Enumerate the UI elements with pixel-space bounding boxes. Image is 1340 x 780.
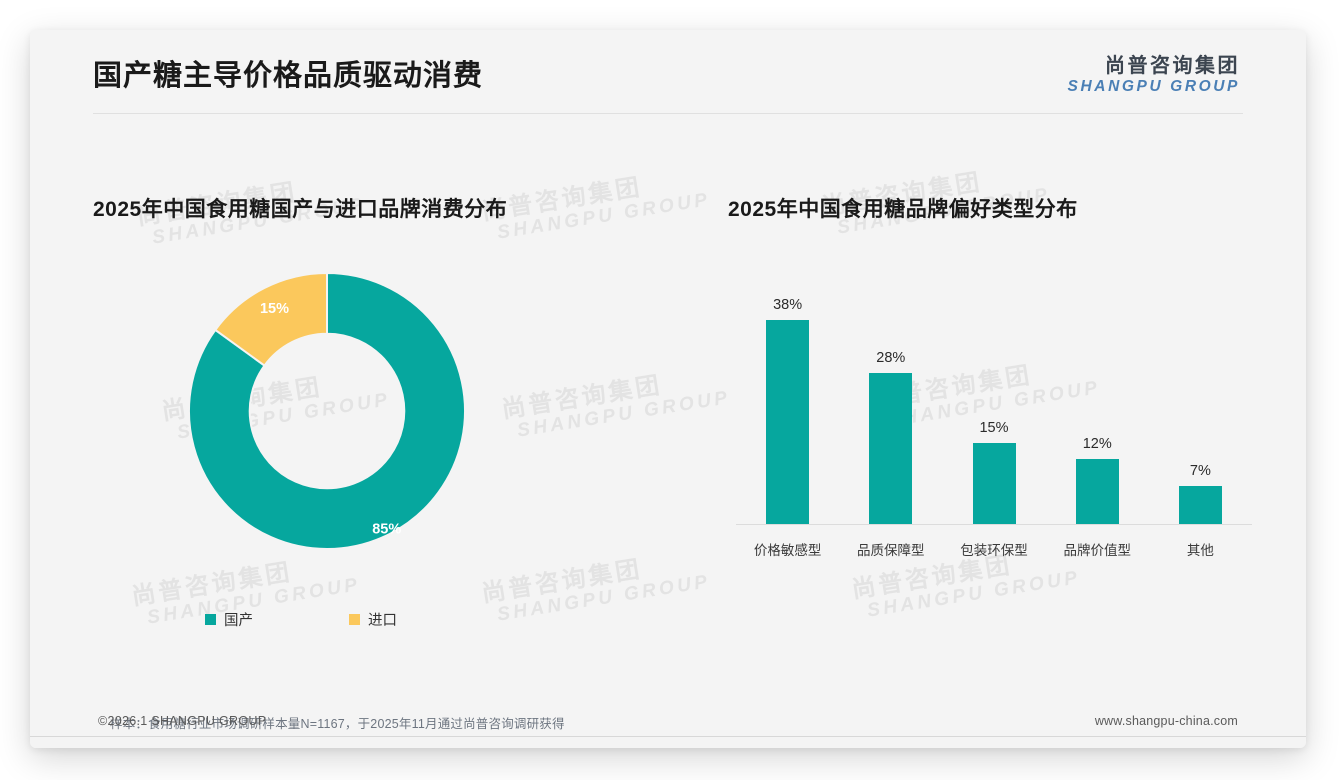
bar-chart-axis-line [736,524,1252,525]
donut-slice-进口[interactable] [213,271,328,367]
bar-value-label: 38% [773,296,803,313]
bar-rect[interactable] [1075,459,1119,524]
donut-slice-国产[interactable] [188,271,466,550]
bar-value-label: 7% [1189,463,1211,480]
bar-rect[interactable] [1178,486,1222,524]
bar-value-label: 15% [979,420,1009,437]
bar-chart-x-axis-labels: 价格敏感型 品质保障型 包装环保型 品牌价值型 其他 [736,539,1252,559]
bar-category-label: 包装环保型 [960,543,1028,558]
footer-copyright: ©2026.1 SHANGPU GROUP [98,714,267,728]
bar-value-label: 28% [876,350,906,367]
bar-column[interactable]: 7% [1149,274,1252,524]
donut-chart: 85% 15% [93,261,673,591]
footer-strip [30,737,1306,748]
bar-column[interactable]: 15% [942,274,1045,524]
bar-rect[interactable] [972,443,1016,524]
legend-item-imported[interactable]: 进口 [349,609,397,630]
footnote-divider [30,736,1306,737]
bar-chart-panel: 2025年中国食用糖品牌偏好类型分布 38% 28% 15% 12% 7% 价格敏感型 品… [728,193,1258,581]
source-footnote: 样本：食用糖行业市场调研样本量N=1167，于2025年11月通过尚普咨询调研获… [110,717,565,731]
header-divider [93,113,1243,114]
donut-legend: 国产 进口 [205,609,673,630]
bar-column[interactable]: 28% [839,274,942,524]
bar-chart: 38% 28% 15% 12% 7% 价格敏感型 品质保障型 包装环保型 品牌价值型 其他 [728,251,1258,581]
bar-chart-title: 2025年中国食用糖品牌偏好类型分布 [728,198,1078,221]
legend-swatch-imported [349,614,360,625]
slide-header: 国产糖主导价格品质驱动消费 尚普咨询集团 SHANGPU GROUP [30,30,1306,112]
bar-category-label: 品质保障型 [857,543,925,558]
donut-chart-panel: 2025年中国食用糖国产与进口品牌消费分布 85% 15% 国产 进口 [93,193,673,630]
donut-chart-svg: 85% 15% [188,271,466,550]
page-title: 国产糖主导价格品质驱动消费 [93,60,484,92]
bar-category-label: 其他 [1186,543,1214,558]
donut-chart-title: 2025年中国食用糖国产与进口品牌消费分布 [93,198,508,221]
bar-chart-plot-area: 38% 28% 15% 12% 7% [736,274,1252,524]
bar-category-label: 品牌价值型 [1063,543,1131,558]
logo-english-name: SHANGPU GROUP [1067,78,1240,95]
footer-website[interactable]: www.shangpu-china.com [1094,714,1238,728]
legend-label-imported: 进口 [368,613,397,629]
donut-slice-label-进口: 15% [260,301,289,317]
slide-footer: ©2026.1 SHANGPU GROUP www.shangpu-china.… [30,700,1306,752]
bar-category-label: 价格敏感型 [753,543,822,558]
legend-label-domestic: 国产 [224,613,253,629]
donut-slice-label-国产: 85% [372,521,401,537]
bar-value-label: 12% [1082,436,1112,453]
logo-chinese-name: 尚普咨询集团 [1105,55,1240,77]
legend-item-domestic[interactable]: 国产 [205,609,253,630]
bar-column[interactable]: 38% [736,274,839,524]
bar-column[interactable]: 12% [1046,274,1149,524]
slide-card: 尚普咨询集团 SHANGPU GROUP 尚普咨询集团 SHANGPU GROU… [30,30,1306,748]
bar-rect[interactable] [766,319,810,524]
brand-logo: 尚普咨询集团 SHANGPU GROUP [1068,55,1240,97]
legend-swatch-domestic [205,614,216,625]
bar-rect[interactable] [869,373,913,524]
